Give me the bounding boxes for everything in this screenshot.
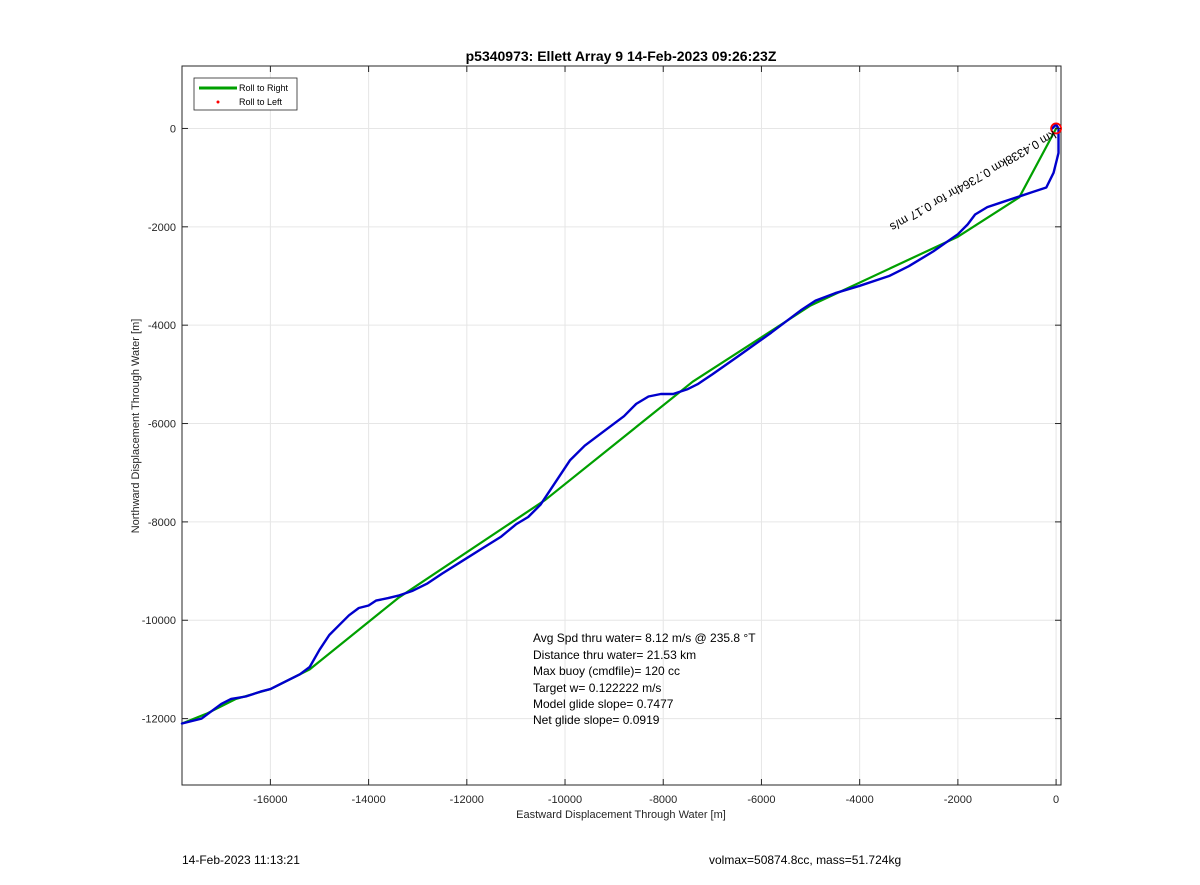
x-tick-label: -10000 — [548, 794, 582, 806]
grid — [182, 66, 1061, 785]
x-tick-label: -4000 — [846, 794, 874, 806]
start-marker — [1050, 122, 1062, 135]
y-tick-label: -2000 — [148, 222, 176, 234]
series-line-track — [180, 123, 1060, 725]
stat-distance: Distance thru water= 21.53 km — [533, 648, 696, 662]
y-tick-label: -8000 — [148, 517, 176, 529]
x-tick-label: 0 — [1053, 794, 1059, 806]
stat-net-glide: Net glide slope= 0.0919 — [533, 713, 660, 727]
x-axis-label: Eastward Displacement Through Water [m] — [516, 809, 726, 821]
stat-target-w: Target w= 0.122222 m/s — [533, 681, 661, 695]
legend-swatch-roll-left — [216, 100, 220, 104]
footer-timestamp: 14-Feb-2023 11:13:21 — [182, 853, 300, 867]
x-tick-label: -2000 — [944, 794, 972, 806]
stat-max-buoy: Max buoy (cmdfile)= 120 cc — [533, 664, 680, 678]
ticks: -16000 -14000 -12000 -10000 -8000 -6000 -4000 -… — [142, 66, 1061, 806]
x-tick-label: -16000 — [253, 794, 287, 806]
x-tick-label: -8000 — [649, 794, 677, 806]
y-tick-label: -10000 — [142, 615, 176, 627]
series-group — [180, 122, 1062, 725]
y-tick-label: 0 — [170, 123, 176, 135]
x-tick-label: -6000 — [747, 794, 775, 806]
x-tick-label: -12000 — [450, 794, 484, 806]
y-axis-label: Northward Displacement Through Water [m] — [130, 319, 142, 534]
series-line-roll-right — [180, 127, 1058, 725]
footer-volmax-mass: volmax=50874.8cc, mass=51.724kg — [709, 853, 902, 867]
y-tick-label: -6000 — [148, 419, 176, 431]
y-tick-label: -12000 — [142, 714, 176, 726]
stats-annotation: Avg Spd thru water= 8.12 m/s @ 235.8 °T … — [533, 631, 756, 727]
x-tick-label: -14000 — [351, 794, 385, 806]
chart-title: p5340973: Ellett Array 9 14-Feb-2023 09:… — [466, 48, 777, 64]
plot-frame — [181, 65, 1062, 786]
legend-box — [193, 77, 298, 111]
legend-label-roll-right: Roll to Right — [239, 83, 289, 93]
legend-label-roll-left: Roll to Left — [239, 97, 283, 107]
legend: Roll to Right Roll to Left — [193, 77, 298, 111]
stat-avg-speed: Avg Spd thru water= 8.12 m/s @ 235.8 °T — [533, 631, 756, 645]
y-tick-label: -4000 — [148, 320, 176, 332]
stat-model-glide: Model glide slope= 0.7477 — [533, 697, 674, 711]
